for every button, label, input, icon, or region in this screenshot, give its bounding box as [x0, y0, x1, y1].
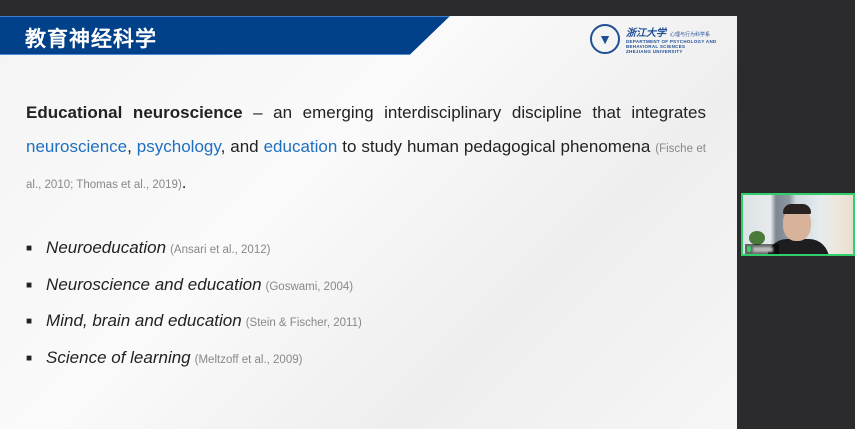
logo-university-en: ZHEJIANG UNIVERSITY — [626, 49, 683, 54]
text: , — [127, 137, 137, 156]
term: Educational neuroscience — [26, 103, 243, 122]
university-logo: ▼ 浙江大学 心理与行为科学系 DEPARTMENT OF PSYCHOLOGY … — [590, 24, 717, 54]
bullet-icon: ■ — [26, 279, 33, 291]
citation: (Fische et al., 2010; Thomas et al., 201… — [26, 143, 706, 191]
list-item: ■ Neuroscience and education (Goswami, 200… — [26, 268, 362, 305]
logo-dept-en-1: DEPARTMENT OF PSYCHOLOGY AND — [626, 39, 717, 44]
list-item: ■ Neuroeducation (Ansari et al., 2012) — [26, 231, 362, 268]
speaker-video-tile[interactable] — [741, 193, 855, 256]
citation: (Goswami, 2004) — [265, 280, 354, 293]
microphone-icon — [747, 246, 751, 252]
plant — [749, 231, 765, 245]
list-item: ■ Mind, brain and education (Stein & Fisch… — [26, 304, 362, 341]
text: , and — [220, 137, 264, 156]
meeting-top-bar — [0, 0, 855, 16]
bullet-icon: ■ — [26, 243, 33, 254]
participant-name — [753, 246, 773, 252]
bullet-label: Neuroeducation — [46, 238, 167, 257]
bullet-label: Mind, brain and education — [46, 311, 242, 330]
participant-name-bar — [745, 244, 779, 254]
citation: (Meltzoff et al., 2009) — [194, 353, 303, 366]
slide-title: 教育神经科学 — [25, 27, 157, 51]
list-item: ■ Science of learning (Meltzoff et al., 20… — [26, 341, 362, 378]
logo-university-cn: 浙江大学 — [626, 28, 666, 39]
bullet-list: ■ Neuroeducation (Ansari et al., 2012) ■ Ne… — [26, 231, 362, 377]
keyword-neuroscience: neuroscience — [26, 137, 128, 156]
header-band: 教育神经科学 — [0, 16, 450, 55]
logo-department-cn: 心理与行为科学系 — [670, 32, 711, 38]
university-seal-icon: ▼ — [590, 24, 620, 54]
text: to study human pedagogical phenomena — [337, 137, 656, 156]
citation: (Ansari et al., 2012) — [170, 244, 271, 256]
keyword-education: education — [263, 137, 338, 156]
shared-slide: 教育神经科学 ▼ 浙江大学 心理与行为科学系 DEPARTMENT OF PSYC… — [0, 16, 737, 429]
text: . — [181, 173, 187, 192]
definition-paragraph: Educational neuroscience – an emerging i… — [26, 96, 706, 202]
logo-dept-en-2: BEHAVIORAL SCIENCES — [626, 44, 686, 49]
bullet-label: Science of learning — [46, 347, 191, 367]
bullet-icon: ■ — [26, 352, 33, 364]
speaker-body — [767, 239, 829, 254]
bullet-label: Neuroscience and education — [46, 274, 262, 294]
text: – an emerging interdisciplinary discipli… — [242, 103, 706, 122]
speaker-hair — [783, 204, 811, 214]
citation: (Stein & Fischer, 2011) — [245, 317, 362, 329]
bullet-icon: ■ — [26, 316, 33, 327]
keyword-psychology: psychology — [136, 137, 221, 156]
